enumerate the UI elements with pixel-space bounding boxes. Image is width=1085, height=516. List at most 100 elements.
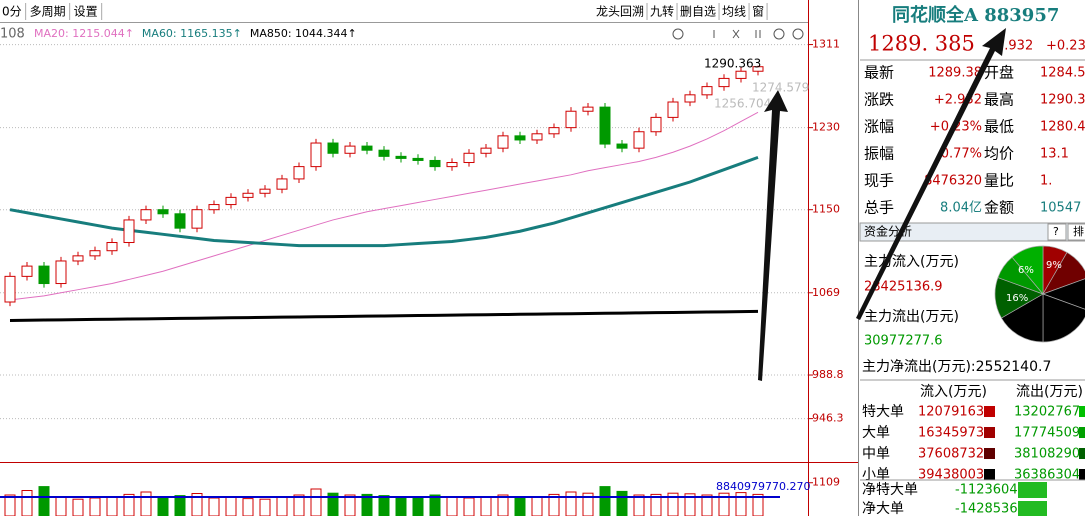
candle-body (599, 106, 611, 145)
quote-label: 最新 (864, 64, 894, 82)
ma-line (9, 111, 759, 301)
y-tick-label: 1109 (812, 476, 840, 489)
pie-sector (1042, 293, 1085, 343)
quote-title: 同花顺全A 883957 (892, 4, 1059, 26)
toolbar-button[interactable]: 龙头回溯 (596, 4, 644, 19)
net-bar (1018, 482, 1047, 498)
pie-sector (1041, 278, 1085, 310)
candle-body (4, 275, 16, 303)
y-tick-label: 1230 (812, 121, 840, 134)
quote-value: 8476320 (924, 174, 982, 189)
volume-bar (21, 490, 33, 516)
funds-value: 30977277.6 (864, 334, 943, 349)
in-marker (984, 469, 995, 480)
volume-bar (140, 491, 152, 516)
candle-body (548, 127, 560, 135)
net-value: -1428536 (955, 502, 1018, 516)
funds-button[interactable] (1067, 223, 1085, 241)
table-label: 特大单 (862, 404, 904, 420)
volume-bar (276, 496, 288, 516)
quote-label: 涨跌 (864, 91, 894, 109)
candle-body (55, 260, 67, 285)
volume-bar (463, 497, 475, 516)
table-label: 大单 (862, 425, 890, 441)
table-in: 16345973 (918, 426, 984, 441)
in-marker (984, 406, 995, 417)
candle-body (72, 255, 84, 262)
candle-body (38, 265, 50, 285)
candle-body (480, 147, 492, 154)
table-header: 流入(万元) (920, 384, 987, 400)
volume-bar (55, 496, 67, 516)
quote-value: 1. (1040, 174, 1052, 189)
funds-bar (859, 222, 1085, 242)
volume-bar (701, 494, 713, 516)
quote-label: 最高 (984, 91, 1014, 109)
candle-body (531, 133, 543, 141)
candle-body (514, 135, 526, 141)
quote-value: 8.04亿 (940, 201, 982, 216)
y-tick-label: 1311 (812, 38, 840, 51)
quote-value: 0.77% (941, 147, 982, 162)
quote-label: 开盘 (984, 64, 1014, 82)
volume-bar (582, 492, 594, 516)
window-icons (672, 28, 804, 40)
volume-bar (531, 496, 543, 516)
funds-value: 28425136.9 (864, 280, 943, 295)
table-in: 39438003 (918, 468, 984, 483)
toolbar-button[interactable]: 均线 (722, 5, 746, 19)
candle-body (327, 142, 339, 154)
volume-bar (514, 496, 526, 516)
candle-body (735, 70, 747, 79)
candle-body (395, 155, 407, 159)
toolbar-button[interactable]: 0分 (2, 5, 22, 19)
quote-price: 1289. 385 (868, 32, 975, 56)
quote-change: 2.932 (996, 39, 1033, 54)
toolbar-button[interactable]: 九转 (650, 4, 674, 19)
funds-button-label[interactable]: ? (1053, 225, 1059, 238)
out-marker (1079, 448, 1085, 459)
quote-value: 13.1 (1040, 147, 1069, 162)
funds-button[interactable] (1047, 223, 1067, 241)
quote-label: 涨幅 (864, 118, 894, 136)
volume-bar (293, 494, 305, 516)
price-annotation: 1256.704 (714, 97, 771, 111)
volume-bar (480, 496, 492, 516)
y-tick-label: 988.8 (812, 368, 844, 381)
ma-label: MA60: 1165.135↑ (142, 27, 242, 40)
table-in: 12079163 (918, 405, 984, 420)
toolbar-button[interactable]: 删自选 (680, 5, 716, 19)
pie-sector (1000, 293, 1044, 343)
ma-prefix: 108 (0, 27, 25, 42)
volume-bar (718, 492, 730, 516)
out-marker (1079, 427, 1085, 438)
candle-body (497, 135, 509, 149)
candle-body (157, 209, 169, 215)
pie-sector (1042, 251, 1085, 295)
quote-value: 1280.4 (1040, 120, 1085, 135)
quote-label: 量比 (984, 172, 1014, 190)
volume-bar (565, 491, 577, 516)
pie-label: 6% (1018, 265, 1034, 276)
price-annotation: 1274.579 (752, 81, 809, 95)
volume-bar (412, 496, 424, 516)
candle-body (684, 94, 696, 103)
volume-bar (4, 494, 16, 516)
arrow (758, 90, 788, 381)
candle-body (191, 209, 203, 229)
volume-bar (616, 490, 628, 516)
candle-body (225, 196, 237, 206)
volume-bar (344, 494, 356, 516)
candle-body (701, 86, 713, 96)
candle-body (446, 162, 458, 168)
net-bar (1018, 501, 1047, 516)
toolbar-button[interactable]: 设置 (74, 5, 98, 19)
toolbar-button[interactable]: 多周期 (30, 5, 66, 19)
in-marker (984, 448, 995, 459)
volume-bar (446, 496, 458, 516)
toolbar-button[interactable]: 窗 (752, 5, 764, 19)
volume-bar (225, 496, 237, 516)
volume-bar (106, 496, 118, 516)
funds-button-label[interactable]: 排 (1073, 224, 1084, 238)
in-marker (984, 427, 995, 438)
